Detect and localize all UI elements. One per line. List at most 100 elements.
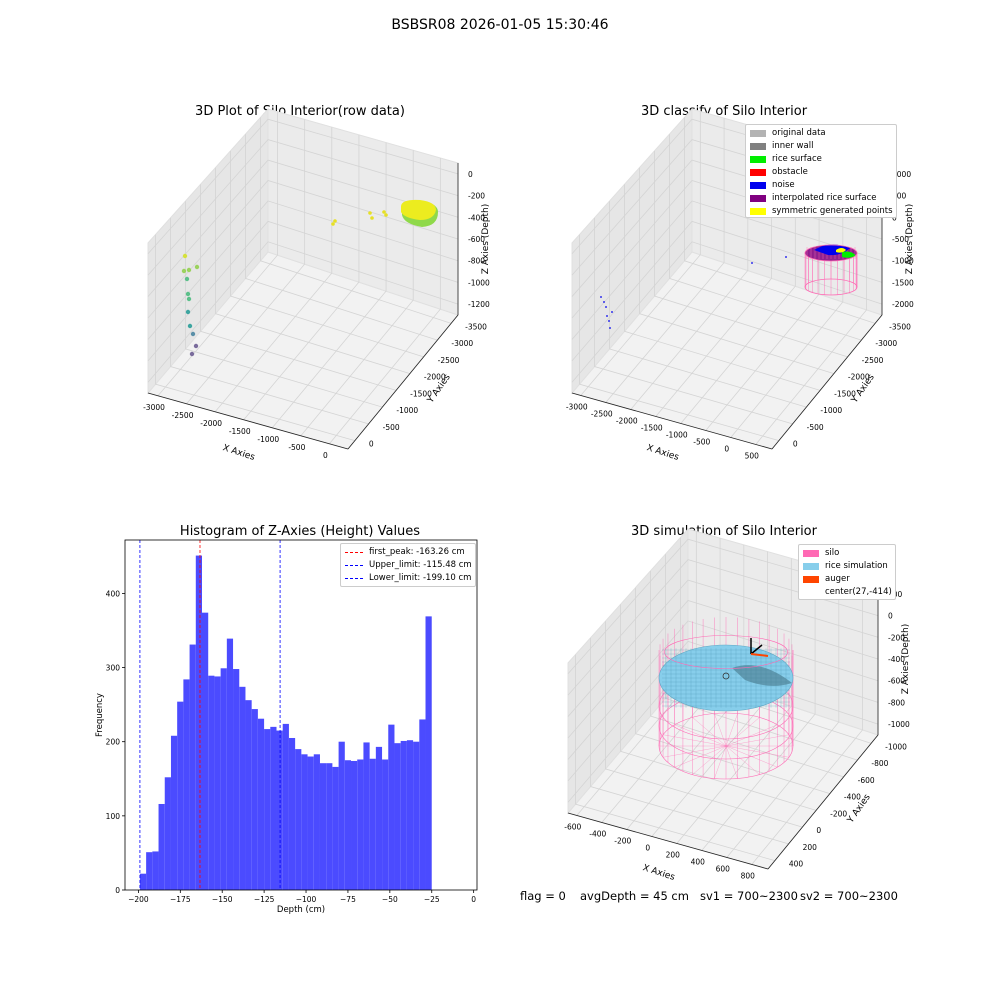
histogram-ytick-label: 300: [106, 664, 121, 673]
raw-ytick-label: -2000: [424, 373, 446, 382]
classify-legend-item: noise: [750, 179, 795, 191]
histogram-xtick-label: −50: [382, 895, 398, 904]
raw-ytick-label: -500: [383, 423, 400, 432]
histogram-legend-label: first_peak: -163.26 cm: [369, 547, 465, 557]
sim-ygrid: [665, 554, 858, 761]
raw-zaxis-label: Z Axies (Depth): [481, 204, 491, 275]
silo-floor-spoke: [714, 713, 727, 747]
raw-ygrid: [230, 150, 424, 358]
classify-legend-swatch: [750, 142, 766, 150]
raw-data-point: [184, 276, 190, 282]
silo-ring: [658, 712, 794, 780]
classify-legend-item: symmetric generated points: [750, 205, 893, 217]
raw-data-point: [193, 343, 199, 349]
histogram-bar: [164, 777, 171, 890]
histogram-bar: [338, 741, 345, 890]
raw-ztick-label: -200: [468, 192, 485, 201]
raw-ygrid: [155, 234, 355, 442]
sim-xgrid: [676, 558, 792, 844]
raw-zgrid: [147, 139, 459, 276]
classify-legend-swatch: [750, 207, 766, 215]
histogram-ytick-label: 0: [115, 886, 120, 895]
sim-ztick-label: -800: [888, 698, 905, 707]
histogram-legend-label: Upper_limit: -115.48 cm: [369, 560, 472, 570]
classify-ztick-label: -1000: [892, 257, 914, 266]
classify-legend-item: original data: [750, 127, 826, 139]
raw-data-point: [185, 291, 191, 297]
raw-ygrid: [170, 217, 369, 425]
sim-legend-item: silo: [803, 547, 839, 559]
classify-zgrid: [571, 180, 883, 319]
histogram-bar: [282, 723, 289, 890]
histogram-bar: [400, 740, 407, 890]
sim-ytick-label: -1000: [885, 742, 907, 751]
histogram-legend-label: Lower_limit: -199.10 cm: [369, 573, 472, 583]
sim-legend-label: silo: [825, 548, 840, 558]
raw-xgrid: [271, 142, 387, 429]
raw-data-point: [186, 296, 192, 302]
raw-xgrid: [243, 134, 360, 421]
histogram-bar: [208, 675, 215, 890]
sim-legend-label: auger: [825, 574, 850, 584]
histogram-xaxis-label: Depth (cm): [277, 905, 325, 915]
raw-data-point: [190, 331, 196, 337]
raw-xtick-label: -1500: [229, 427, 251, 436]
raw-left-pane: [147, 107, 269, 395]
sim-ytick-label: 0: [816, 826, 821, 835]
sim-legend: silo rice simulation auger center(27,-414): [798, 544, 896, 600]
classify-ytick-label: -1000: [820, 406, 842, 415]
silo-floor-spoke: [725, 734, 789, 747]
histogram-bar: [313, 754, 320, 890]
sim-legend-swatch: [803, 588, 819, 596]
histogram-yaxis-label: Frequency: [95, 693, 105, 737]
sim-ztick-label: -400: [888, 655, 905, 664]
raw-xtick-label: -2000: [200, 419, 222, 428]
histogram-bar: [319, 763, 327, 890]
histogram-bar: [357, 759, 364, 890]
histogram-bar: [220, 668, 227, 890]
histogram-bar: [276, 730, 283, 890]
classify-legend-label: original data: [772, 128, 826, 138]
silo-top-ring: [804, 244, 858, 262]
raw-zgrid: [147, 241, 459, 383]
histogram-bar: [202, 612, 209, 890]
histogram-bar: [406, 740, 414, 890]
histogram-bar: [394, 743, 401, 890]
raw-ytick-label: -1500: [410, 389, 432, 398]
classify-ytick-label: 0: [793, 440, 798, 449]
histogram-bar: [369, 758, 376, 890]
histogram-legend-swatch: [345, 564, 363, 566]
raw-ztick-label: 0: [468, 170, 473, 179]
center-marker: [722, 672, 730, 680]
raw-xtick-label: -500: [288, 443, 305, 452]
histogram-legend-item: Lower_limit: -199.10 cm: [345, 572, 471, 584]
sim-legend-label: rice simulation: [825, 561, 888, 571]
sim-y-axis-line: [767, 734, 879, 870]
noise-point: [785, 256, 787, 258]
histogram-frame: [124, 539, 478, 891]
sim-legend-item: center(27,-414): [803, 586, 892, 598]
sim-ytick-label: 400: [789, 860, 804, 869]
raw-ygrid: [185, 201, 383, 408]
classify-ytick-label: -2000: [848, 373, 870, 382]
histogram-bar: [425, 616, 432, 890]
silo-floor-spoke: [714, 745, 727, 779]
sim-ztick-label: 0: [888, 612, 893, 621]
sim-left-pane: [567, 527, 689, 815]
classify-legend-label: symmetric generated points: [772, 206, 893, 216]
histogram-bar: [170, 735, 178, 890]
classify-left-pane: [571, 107, 693, 395]
sim-legend-item: rice simulation: [803, 560, 888, 572]
histogram-bar: [183, 679, 190, 890]
silo-floor-spoke: [725, 745, 789, 758]
sim-xtick-label: 600: [716, 864, 731, 873]
raw-data-point: [181, 268, 187, 274]
raw-data-point: [194, 264, 200, 270]
sim-xgrid: [701, 565, 816, 851]
classify-ztick-label: -500: [892, 235, 909, 244]
histogram-bar: [288, 737, 296, 890]
classify-x-axis-line: [571, 392, 773, 450]
silo-bottom-ring: [804, 278, 858, 296]
